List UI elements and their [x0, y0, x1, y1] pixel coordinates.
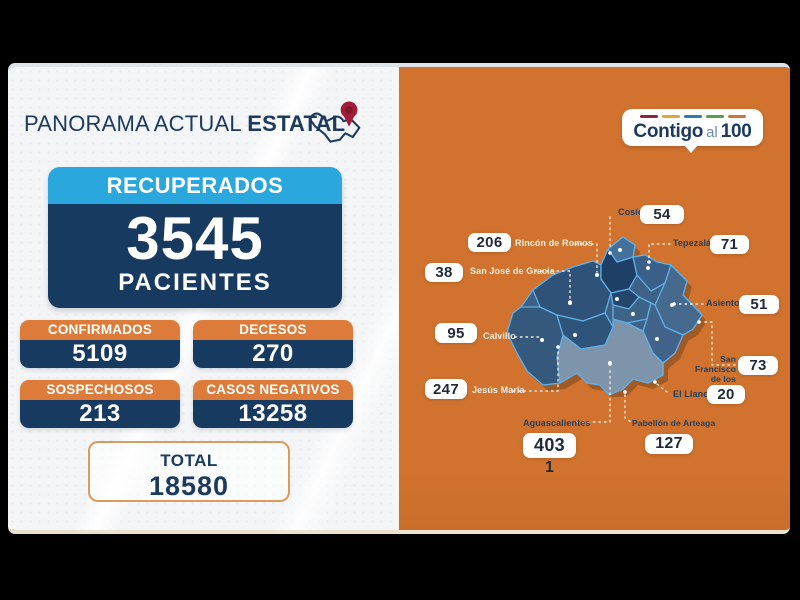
- municipality-badge-el-llano: 20: [707, 385, 745, 404]
- municipality-badge-san-jose-de-gracia: 38: [425, 263, 463, 282]
- total-card: TOTAL 18580: [88, 441, 290, 502]
- stat-card-value: 270: [193, 340, 353, 368]
- municipality-label-asientos: Asientos: [706, 298, 745, 308]
- stat-card-label: SOSPECHOSOS: [20, 380, 180, 400]
- aguascalientes-footnote: 1: [545, 459, 554, 476]
- municipality-badge-calvillo: 95: [435, 323, 477, 343]
- stat-card-value: 213: [20, 400, 180, 428]
- stat-card-value: 13258: [193, 400, 353, 428]
- municipality-label-el-llano: El Llano: [673, 389, 709, 399]
- municipality-badge-cosio: 54: [640, 205, 684, 224]
- logo-dash-icon: [683, 115, 702, 118]
- stat-card-decesos: DECESOS 270: [193, 320, 353, 368]
- municipality-badge-asientos: 51: [739, 295, 779, 314]
- municipality-label-jesus-maria: Jesús María: [472, 385, 525, 395]
- municipality-label-calvillo: Calvillo: [483, 331, 516, 341]
- municipality-badge-rincon-de-romos: 206: [468, 233, 511, 252]
- logo-word-100: 100: [720, 121, 752, 142]
- page-title-regular: PANORAMA ACTUAL: [24, 111, 241, 136]
- stat-card-value: 5109: [20, 340, 180, 368]
- aguascalientes-map: [506, 236, 705, 397]
- logo-word-contigo: Contigo: [633, 121, 704, 142]
- contigo-al-100-logo: Contigo al 100: [622, 109, 763, 153]
- stat-card-label: CASOS NEGATIVOS: [193, 380, 353, 400]
- logo-dash-icon: [661, 115, 680, 118]
- municipality-badge-aguascalientes: 403: [523, 433, 576, 458]
- infographic-frame: PANORAMA ACTUAL ESTATAL RECUPERADOS 3545…: [8, 63, 790, 534]
- mexico-pin-icon: [308, 101, 361, 143]
- stat-card-label: CONFIRMADOS: [20, 320, 180, 340]
- stat-card-casos-negativos: CASOS NEGATIVOS 13258: [193, 380, 353, 428]
- municipality-label-tepezala: Tepezalá: [673, 238, 712, 248]
- municipality-shape-calvillo: [506, 306, 564, 386]
- municipality-shape-jesus-maria: [556, 312, 614, 350]
- total-value: 18580: [148, 471, 230, 501]
- municipality-badge-jesus-maria: 247: [425, 379, 467, 399]
- municipality-shape-el-llano: [642, 302, 684, 364]
- map-panel: Contigo al 100: [399, 67, 790, 530]
- logo-dash-icon: [705, 115, 724, 118]
- logo-dash-icon: [639, 115, 658, 118]
- municipality-badge-san-francisco: 73: [738, 356, 778, 375]
- logo-word-al: al: [706, 124, 718, 141]
- recovered-card-header: RECUPERADOS: [48, 167, 342, 204]
- stat-cards-grid: CONFIRMADOS 5109 DECESOS 270 SOSPECHOSOS…: [20, 320, 367, 428]
- municipality-badge-pabellon: 127: [645, 434, 693, 454]
- logo-dashes: [622, 115, 763, 118]
- recovered-count: 3545: [126, 205, 264, 272]
- recovered-card: RECUPERADOS 3545 PACIENTES: [48, 167, 342, 308]
- municipality-label-san-jose-de-gracia: San José de Gracia: [470, 266, 555, 276]
- logo-text: Contigo al 100: [622, 121, 763, 143]
- municipality-shape-asientos: [654, 264, 703, 336]
- municipality-label-rincon-de-romos: Rincón de Romos: [515, 238, 594, 248]
- stats-panel: PANORAMA ACTUAL ESTATAL RECUPERADOS 3545…: [8, 67, 399, 530]
- recovered-card-body: 3545 PACIENTES: [48, 204, 342, 308]
- recovered-unit: PACIENTES: [118, 269, 272, 296]
- municipality-label-pabellon: Pabellón de Arteaga: [632, 418, 716, 428]
- page-title-bold: ESTATAL: [247, 111, 346, 136]
- stat-card-confirmados: CONFIRMADOS 5109: [20, 320, 180, 368]
- logo-dash-icon: [727, 115, 746, 118]
- municipality-badge-tepezala: 71: [710, 235, 749, 254]
- municipality-label-cosio: Cosío: [618, 207, 644, 217]
- stat-card-sospechosos: SOSPECHOSOS 213: [20, 380, 180, 428]
- total-label: TOTAL: [160, 451, 218, 470]
- stat-card-label: DECESOS: [193, 320, 353, 340]
- page-title: PANORAMA ACTUAL ESTATAL: [24, 111, 345, 137]
- municipality-label-aguascalientes: Aguascalientes: [523, 418, 591, 428]
